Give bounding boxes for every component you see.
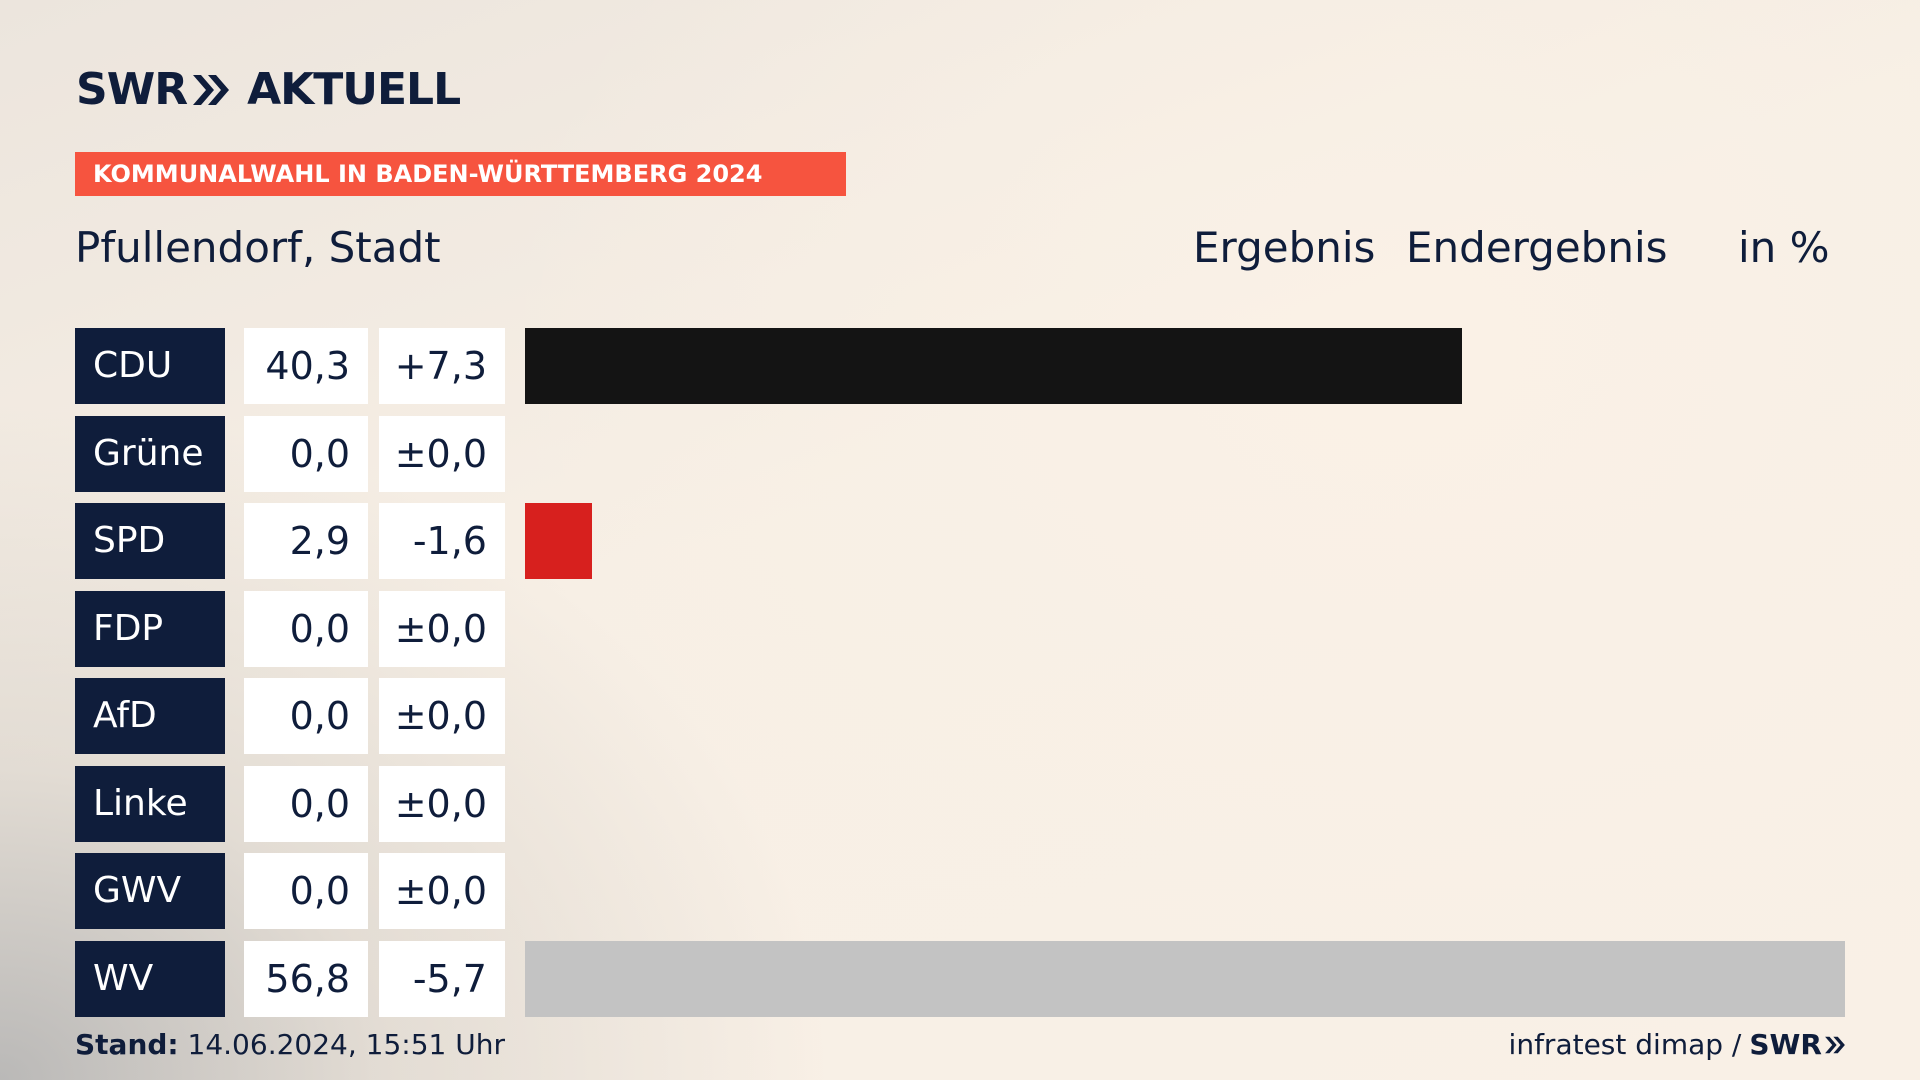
source-credit: infratest dimap / SWR: [1509, 1028, 1846, 1061]
result-value: 0,0: [244, 678, 368, 754]
result-bar: [525, 940, 1845, 1017]
double-chevron-icon: [193, 75, 230, 105]
result-value: 40,3: [244, 328, 368, 404]
logo-swr-text: SWR: [76, 64, 188, 115]
logo-aktuell-text: AKTUELL: [247, 64, 461, 115]
result-row: WV 56,8 -5,7: [0, 940, 1920, 1017]
small-double-chevron-icon: [1825, 1036, 1845, 1053]
result-value: 2,9: [244, 503, 368, 579]
swr-aktuell-logo: SWR AKTUELL: [76, 64, 461, 115]
change-value: ±0,0: [379, 765, 505, 842]
result-row: AfD 0,0 ±0,0: [0, 678, 1920, 754]
party-label: CDU: [75, 328, 225, 404]
change-value: ±0,0: [379, 853, 505, 929]
change-value: ±0,0: [379, 415, 505, 492]
stand-value: 14.06.2024, 15:51 Uhr: [187, 1028, 505, 1061]
party-label: Linke: [75, 765, 225, 842]
party-label: FDP: [75, 590, 225, 667]
party-label: GWV: [75, 853, 225, 929]
change-value: ±0,0: [379, 678, 505, 754]
place-title: Pfullendorf, Stadt: [75, 223, 441, 272]
header-endergebnis: Endergebnis: [1406, 223, 1668, 272]
timestamp: Stand: 14.06.2024, 15:51 Uhr: [75, 1028, 505, 1061]
party-label: Grüne: [75, 415, 225, 492]
result-value: 0,0: [244, 765, 368, 842]
header-ergebnis: Ergebnis: [1193, 223, 1376, 272]
result-value: 0,0: [244, 853, 368, 929]
party-label: AfD: [75, 678, 225, 754]
election-banner: KOMMUNALWAHL IN BADEN-WÜRTTEMBERG 2024: [75, 152, 846, 196]
result-row: CDU 40,3 +7,3: [0, 328, 1920, 404]
change-value: +7,3: [379, 328, 505, 404]
result-value: 56,8: [244, 940, 368, 1017]
result-bar: [525, 328, 1462, 404]
header-unit: in %: [1738, 223, 1830, 272]
result-row: GWV 0,0 ±0,0: [0, 853, 1920, 929]
result-row: Grüne 0,0 ±0,0: [0, 415, 1920, 492]
change-value: -1,6: [379, 503, 505, 579]
result-value: 0,0: [244, 590, 368, 667]
result-value: 0,0: [244, 415, 368, 492]
party-label: WV: [75, 940, 225, 1017]
change-value: -5,7: [379, 940, 505, 1017]
result-bar: [525, 503, 593, 579]
stand-label: Stand:: [75, 1028, 179, 1061]
result-row: FDP 0,0 ±0,0: [0, 590, 1920, 667]
source-brand: SWR: [1749, 1028, 1822, 1061]
result-row: Linke 0,0 ±0,0: [0, 765, 1920, 842]
party-label: SPD: [75, 503, 225, 579]
result-row: SPD 2,9 -1,6: [0, 503, 1920, 579]
source-text: infratest dimap /: [1508, 1028, 1742, 1061]
change-value: ±0,0: [379, 590, 505, 667]
